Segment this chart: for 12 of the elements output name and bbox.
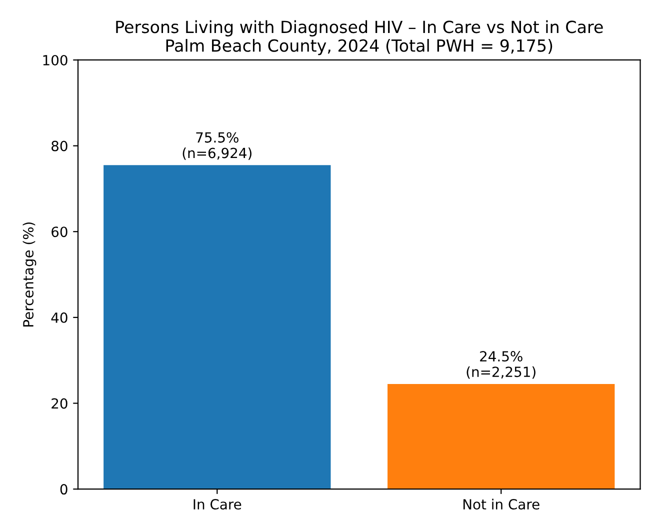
y-tick-label: 20 <box>52 398 68 409</box>
x-tick-label: Not in Care <box>463 498 540 510</box>
chart-title: Persons Living with Diagnosed HIV – In Care vs Not in Care Palm Beach County, 2024 (Total PWH = 9,175) <box>116 20 603 56</box>
data-label: 24.5% (n=2,251) <box>466 351 536 379</box>
y-tick-label: 0 <box>60 484 68 495</box>
data-label: 75.5% (n=6,924) <box>182 132 252 160</box>
y-tick-label: 100 <box>43 54 68 66</box>
x-tick-label: In Care <box>194 499 242 510</box>
y-axis-title: Percentage (%) <box>22 222 36 326</box>
y-tick-label: 60 <box>52 226 68 238</box>
y-tick-label: 80 <box>52 140 68 152</box>
y-tick-label: 40 <box>51 312 68 323</box>
